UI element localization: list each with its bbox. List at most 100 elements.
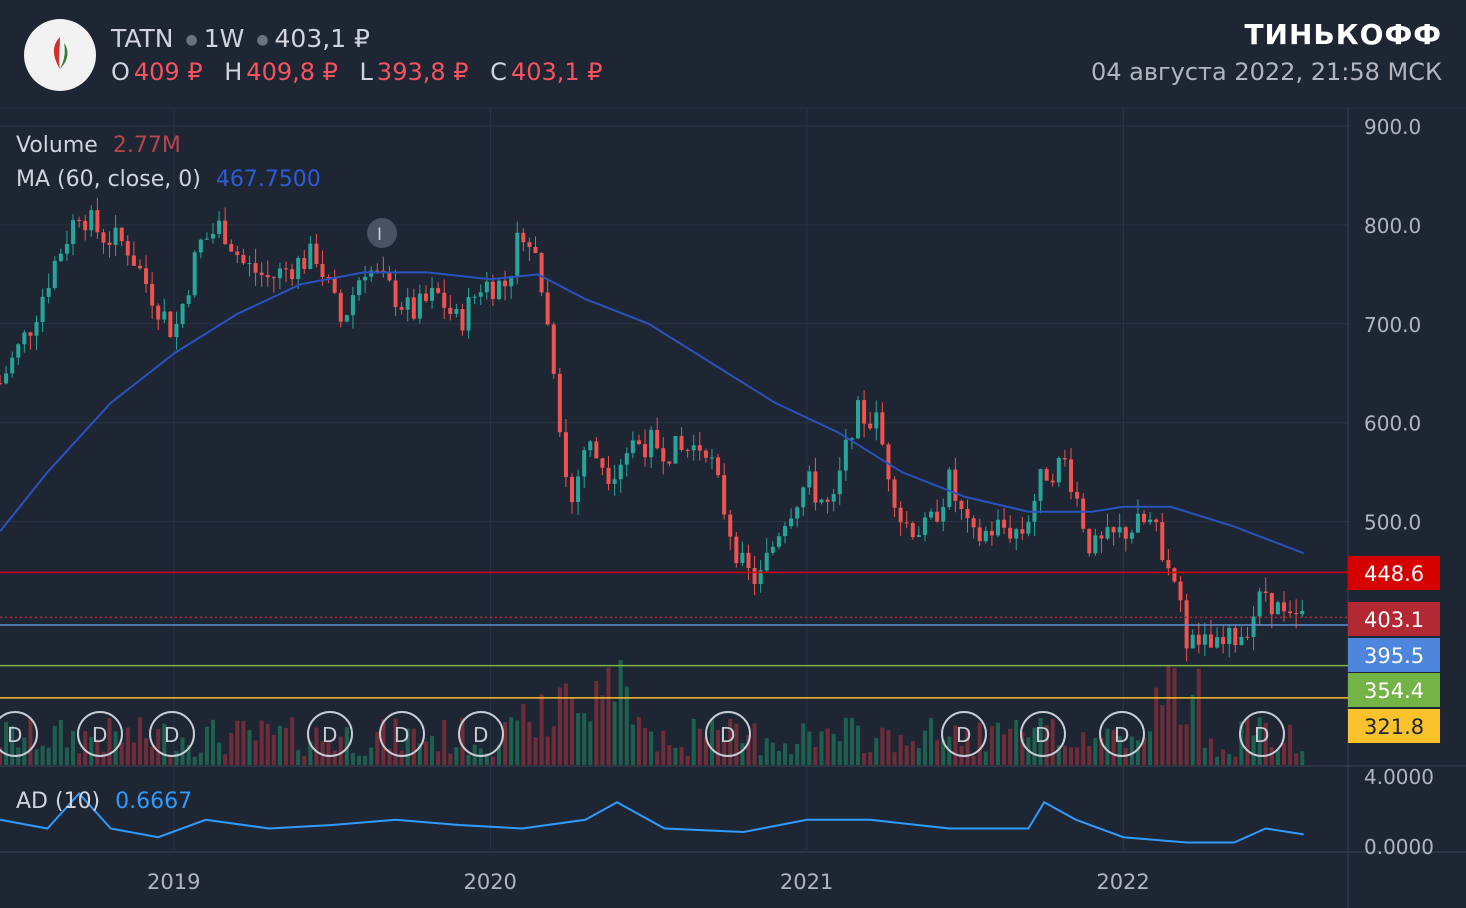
candle-body[interactable] <box>685 449 690 451</box>
candle-body[interactable] <box>1196 634 1201 645</box>
candle-body[interactable] <box>947 469 952 508</box>
candle-body[interactable] <box>709 457 714 459</box>
candle-body[interactable] <box>886 444 891 480</box>
candle-body[interactable] <box>1093 535 1098 554</box>
candle-body[interactable] <box>423 293 428 301</box>
dividend-marker[interactable] <box>307 711 353 757</box>
ma-legend[interactable]: MA (60, close, 0) 467.7500 <box>16 167 321 192</box>
candle-body[interactable] <box>34 322 39 336</box>
candle-body[interactable] <box>490 281 495 300</box>
interval[interactable]: 1W <box>203 24 245 53</box>
candle-body[interactable] <box>1269 592 1274 615</box>
candle-body[interactable] <box>728 514 733 537</box>
candle-body[interactable] <box>4 373 9 384</box>
candle-body[interactable] <box>137 265 142 269</box>
candle-body[interactable] <box>722 475 727 515</box>
candle-body[interactable] <box>1056 458 1061 483</box>
candle-body[interactable] <box>1142 513 1147 523</box>
candle-body[interactable] <box>241 254 246 264</box>
candle-body[interactable] <box>302 258 307 269</box>
candle-body[interactable] <box>162 311 167 320</box>
dividend-marker[interactable] <box>379 711 425 757</box>
candle-body[interactable] <box>929 511 934 518</box>
candle-body[interactable] <box>874 412 879 429</box>
candle-body[interactable] <box>1148 519 1153 523</box>
candle-body[interactable] <box>703 450 708 458</box>
candle-body[interactable] <box>588 441 593 451</box>
event-marker[interactable] <box>367 218 397 248</box>
candle-body[interactable] <box>533 246 538 253</box>
candle-body[interactable] <box>277 268 282 279</box>
candle-body[interactable] <box>655 429 660 449</box>
candle-body[interactable] <box>284 268 289 270</box>
candle-body[interactable] <box>1257 591 1262 617</box>
candle-body[interactable] <box>740 552 745 564</box>
candle-body[interactable] <box>217 220 222 234</box>
candle-body[interactable] <box>71 220 76 244</box>
candle-body[interactable] <box>0 383 2 385</box>
candle-body[interactable] <box>904 522 909 524</box>
dividend-marker[interactable] <box>1099 711 1145 757</box>
candle-body[interactable] <box>606 467 611 484</box>
candle-body[interactable] <box>259 272 264 276</box>
candle-body[interactable] <box>941 507 946 522</box>
candle-body[interactable] <box>503 280 508 287</box>
candle-body[interactable] <box>1208 634 1213 648</box>
candle-body[interactable] <box>819 499 824 503</box>
ad-legend[interactable]: AD (10) 0.6667 <box>16 789 192 814</box>
candle-body[interactable] <box>484 281 489 293</box>
candle-body[interactable] <box>442 292 447 308</box>
candle-body[interactable] <box>1160 522 1165 560</box>
candle-body[interactable] <box>46 287 51 297</box>
candle-body[interactable] <box>150 284 155 306</box>
candle-body[interactable] <box>679 436 684 450</box>
candle-body[interactable] <box>636 440 641 445</box>
candle-body[interactable] <box>466 297 471 331</box>
candle-body[interactable] <box>849 438 854 440</box>
candle-body[interactable] <box>1281 602 1286 612</box>
candle-body[interactable] <box>776 536 781 547</box>
candle-body[interactable] <box>612 479 617 484</box>
candle-body[interactable] <box>253 263 258 273</box>
candle-body[interactable] <box>1135 513 1140 533</box>
candle-body[interactable] <box>52 260 57 288</box>
candle-body[interactable] <box>594 441 599 459</box>
candle-body[interactable] <box>83 220 88 231</box>
candle-body[interactable] <box>1123 527 1128 539</box>
candle-body[interactable] <box>661 448 666 462</box>
candle-body[interactable] <box>667 461 672 464</box>
candle-body[interactable] <box>1105 527 1110 539</box>
dividend-marker[interactable] <box>458 711 504 757</box>
candle-body[interactable] <box>180 303 185 325</box>
candle-body[interactable] <box>1294 613 1299 615</box>
candle-body[interactable] <box>168 311 173 337</box>
candle-body[interactable] <box>807 471 812 488</box>
candle-body[interactable] <box>454 309 459 314</box>
candle-body[interactable] <box>472 296 477 298</box>
candle-body[interactable] <box>1172 568 1177 582</box>
candle-body[interactable] <box>1166 559 1171 569</box>
candle-body[interactable] <box>1251 616 1256 637</box>
candle-body[interactable] <box>1154 519 1159 523</box>
candle-body[interactable] <box>801 487 806 508</box>
candle-body[interactable] <box>831 494 836 502</box>
candle-body[interactable] <box>582 450 587 477</box>
candle-body[interactable] <box>1275 602 1280 615</box>
candle-body[interactable] <box>77 220 82 222</box>
candle-body[interactable] <box>58 253 63 261</box>
candle-body[interactable] <box>156 305 161 320</box>
candle-body[interactable] <box>107 242 112 245</box>
candle-body[interactable] <box>314 243 319 264</box>
candle-body[interactable] <box>308 243 313 269</box>
candle-body[interactable] <box>545 292 550 325</box>
candle-body[interactable] <box>223 220 228 244</box>
candle-body[interactable] <box>1245 636 1250 638</box>
candle-body[interactable] <box>1050 480 1055 483</box>
candle-body[interactable] <box>296 258 301 280</box>
candle-body[interactable] <box>1038 469 1043 501</box>
candle-body[interactable] <box>837 470 842 495</box>
candle-body[interactable] <box>1117 527 1122 533</box>
candle-body[interactable] <box>935 511 940 522</box>
candle-body[interactable] <box>350 295 355 316</box>
candle-body[interactable] <box>192 252 197 296</box>
